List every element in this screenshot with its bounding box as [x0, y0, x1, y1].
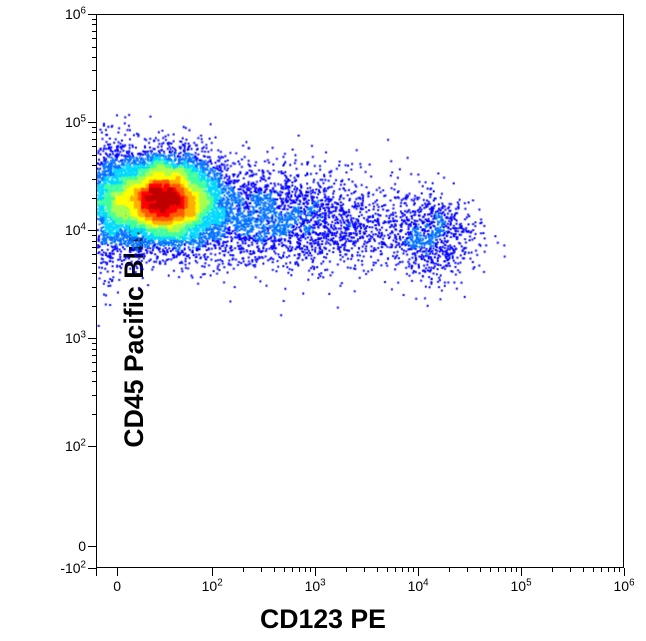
x-minor-tick — [305, 568, 306, 572]
y-major-tick — [88, 230, 96, 231]
y-minor-tick — [92, 127, 96, 128]
x-minor-tick — [346, 568, 347, 572]
x-minor-tick — [490, 568, 491, 572]
y-tick-label: 102 — [65, 438, 86, 454]
y-minor-tick — [92, 362, 96, 363]
y-major-tick — [88, 338, 96, 339]
x-minor-tick — [364, 568, 365, 572]
x-minor-tick — [593, 568, 594, 572]
x-major-tick — [624, 568, 625, 576]
x-tick-label: 104 — [408, 578, 429, 594]
y-tick-label: 0 — [78, 538, 86, 554]
flow-cytometry-density-plot: CD45 Pacific Blue™ CD123 PE -10201021031… — [0, 0, 646, 641]
x-minor-tick — [449, 568, 450, 572]
x-major-tick — [418, 568, 419, 576]
y-minor-tick — [92, 273, 96, 274]
y-minor-tick — [92, 38, 96, 39]
x-minor-tick — [511, 568, 512, 572]
x-minor-tick — [614, 568, 615, 572]
x-major-tick — [521, 568, 522, 576]
y-tick-label: 106 — [65, 6, 86, 22]
y-minor-tick — [92, 165, 96, 166]
y-minor-tick — [92, 198, 96, 199]
y-tick-label: -102 — [60, 560, 86, 576]
x-minor-tick — [408, 568, 409, 572]
x-tick-label: 0 — [113, 578, 121, 594]
y-minor-tick — [92, 306, 96, 307]
x-minor-tick — [292, 568, 293, 572]
y-minor-tick — [92, 263, 96, 264]
y-minor-tick — [92, 254, 96, 255]
x-minor-tick — [413, 568, 414, 572]
x-minor-tick — [243, 568, 244, 572]
x-minor-tick — [387, 568, 388, 572]
x-minor-tick — [619, 568, 620, 572]
x-minor-tick — [284, 568, 285, 572]
y-major-tick — [88, 568, 96, 569]
y-minor-tick — [92, 19, 96, 20]
x-axis-label: CD123 PE — [260, 604, 386, 635]
y-minor-tick — [92, 139, 96, 140]
y-minor-tick — [92, 235, 96, 236]
x-minor-tick — [261, 568, 262, 572]
x-tick-label: 103 — [305, 578, 326, 594]
y-minor-tick — [92, 146, 96, 147]
y-major-tick — [88, 122, 96, 123]
y-minor-tick — [92, 179, 96, 180]
y-minor-tick — [92, 395, 96, 396]
y-minor-tick — [92, 349, 96, 350]
x-tick-label: 106 — [613, 578, 634, 594]
x-minor-tick — [395, 568, 396, 572]
x-major-tick — [96, 568, 97, 576]
y-minor-tick — [92, 371, 96, 372]
y-minor-tick — [92, 241, 96, 242]
y-minor-tick — [92, 57, 96, 58]
x-minor-tick — [570, 568, 571, 572]
x-tick-label: 102 — [202, 578, 223, 594]
y-tick-label: 105 — [65, 114, 86, 130]
y-minor-tick — [92, 414, 96, 415]
x-minor-tick — [299, 568, 300, 572]
y-tick-label: 104 — [65, 222, 86, 238]
x-minor-tick — [467, 568, 468, 572]
y-minor-tick — [92, 287, 96, 288]
y-minor-tick — [92, 343, 96, 344]
x-minor-tick — [274, 568, 275, 572]
x-minor-tick — [505, 568, 506, 572]
y-minor-tick — [92, 247, 96, 248]
y-minor-tick — [92, 132, 96, 133]
y-minor-tick — [92, 90, 96, 91]
y-minor-tick — [92, 155, 96, 156]
x-minor-tick — [480, 568, 481, 572]
x-minor-tick — [608, 568, 609, 572]
x-minor-tick — [498, 568, 499, 572]
x-major-tick — [212, 568, 213, 576]
y-major-tick — [88, 446, 96, 447]
x-minor-tick — [552, 568, 553, 572]
y-minor-tick — [92, 24, 96, 25]
y-major-tick — [88, 546, 96, 547]
y-minor-tick — [92, 355, 96, 356]
x-minor-tick — [583, 568, 584, 572]
x-tick-label: 105 — [511, 578, 532, 594]
y-tick-label: 103 — [65, 330, 86, 346]
x-minor-tick — [310, 568, 311, 572]
y-minor-tick — [92, 381, 96, 382]
x-major-tick — [315, 568, 316, 576]
x-major-tick — [117, 568, 118, 576]
x-minor-tick — [516, 568, 517, 572]
y-minor-tick — [92, 70, 96, 71]
y-minor-tick — [92, 47, 96, 48]
y-minor-tick — [92, 31, 96, 32]
x-minor-tick — [402, 568, 403, 572]
x-minor-tick — [377, 568, 378, 572]
x-minor-tick — [601, 568, 602, 572]
plot-area — [96, 14, 624, 568]
density-canvas — [97, 15, 623, 567]
x-axis-label-text: CD123 PE — [260, 604, 386, 634]
y-major-tick — [88, 14, 96, 15]
